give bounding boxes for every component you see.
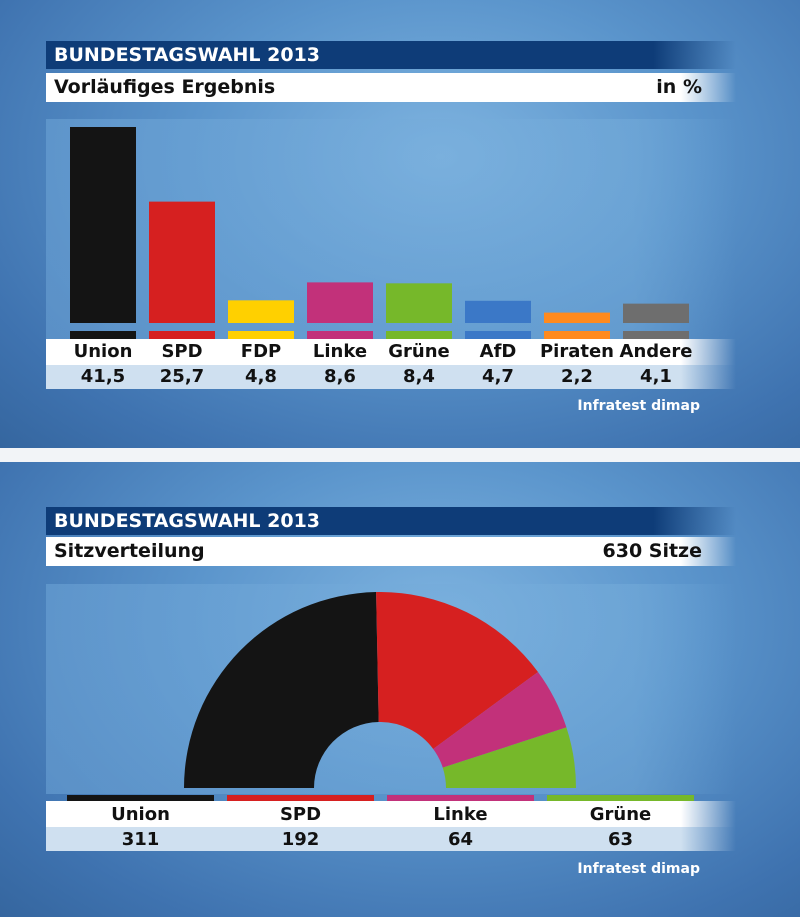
bar-union xyxy=(70,127,136,323)
unit-label: in % xyxy=(656,76,702,98)
source-label-2: Infratest dimap xyxy=(577,861,700,877)
category-label-andere: Andere xyxy=(619,341,693,362)
chart-header-2: BUNDESTAGSWAHL 2013 xyxy=(46,507,736,535)
bar-base-linke xyxy=(307,331,373,339)
bar-base-andere xyxy=(623,331,689,339)
legend-strip-spd xyxy=(227,795,374,801)
party-label-spd: SPD xyxy=(279,804,322,825)
chart-subtitle-bar-2: Sitzverteilung 630 Sitze xyxy=(46,537,736,566)
seat-segment-linke xyxy=(433,672,567,768)
total-seats-label: 630 Sitze xyxy=(602,540,703,562)
bar-fdp xyxy=(228,300,294,323)
seat-segment-gruene xyxy=(442,727,576,788)
seat-segment-union xyxy=(184,592,379,788)
bar-gruene xyxy=(386,283,452,323)
value-label-union: 41,5 xyxy=(80,366,126,387)
category-label-band xyxy=(46,339,736,365)
bar-base-union xyxy=(70,331,136,339)
chart-title: Vorläufiges Ergebnis xyxy=(54,76,276,98)
party-label-gruene: Grüne xyxy=(589,804,652,825)
party-label-band xyxy=(46,801,736,827)
value-label-afd: 4,7 xyxy=(482,366,514,387)
bar-base-afd xyxy=(465,331,531,339)
source-label: Infratest dimap xyxy=(577,398,700,414)
category-label-spd: SPD xyxy=(161,341,203,362)
value-label-piraten: 2,2 xyxy=(561,366,593,387)
category-label-fdp: FDP xyxy=(240,341,282,362)
chart-title-2: Sitzverteilung xyxy=(54,540,205,562)
category-label-gruene: Grüne xyxy=(388,341,450,362)
value-label-gruene: 8,4 xyxy=(403,366,435,387)
seat-label-union: 311 xyxy=(121,829,160,850)
bar-piraten xyxy=(544,312,610,323)
bar-base-gruene xyxy=(386,331,452,339)
chart-subtitle-bar: Vorläufiges Ergebnis in % xyxy=(46,73,736,102)
category-label-piraten: Piraten xyxy=(539,341,614,362)
bar-andere xyxy=(623,303,689,323)
chart-header: BUNDESTAGSWAHL 2013 xyxy=(46,41,736,69)
category-label-linke: Linke xyxy=(312,341,368,362)
seat-label-linke: 64 xyxy=(447,829,474,850)
category-label-union: Union xyxy=(73,341,133,362)
bar-afd xyxy=(465,300,531,323)
bar-base-spd xyxy=(149,331,215,339)
value-label-spd: 25,7 xyxy=(159,366,205,387)
value-label-andere: 4,1 xyxy=(640,366,672,387)
seat-label-gruene: 63 xyxy=(607,829,634,850)
legend-strip-gruene xyxy=(547,795,694,801)
legend-strip-union xyxy=(67,795,214,801)
category-label-afd: AfD xyxy=(479,341,517,362)
value-label-band xyxy=(46,365,736,389)
value-label-linke: 8,6 xyxy=(324,366,356,387)
seat-label-band xyxy=(46,827,736,851)
bar-spd xyxy=(149,201,215,323)
bar-linke xyxy=(307,282,373,323)
bar-base-fdp xyxy=(228,331,294,339)
seat-label-spd: 192 xyxy=(281,829,320,850)
bar-base-piraten xyxy=(544,331,610,339)
party-label-linke: Linke xyxy=(433,804,488,825)
legend-strip-linke xyxy=(387,795,534,801)
seat-segment-spd xyxy=(376,592,538,749)
party-label-union: Union xyxy=(111,804,170,825)
panel-separator xyxy=(0,448,800,462)
value-label-fdp: 4,8 xyxy=(245,366,277,387)
